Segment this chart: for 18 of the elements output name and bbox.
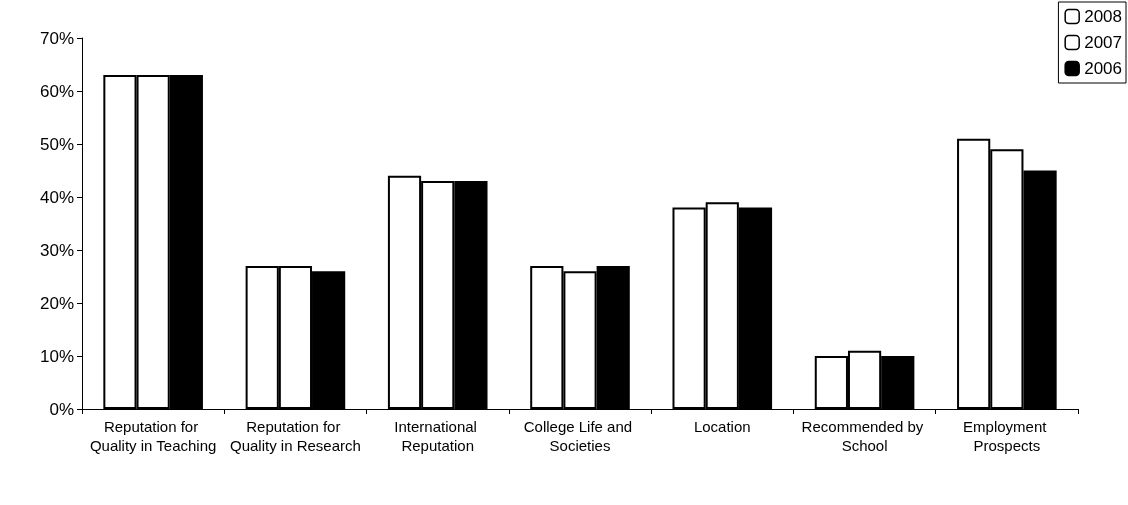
x-tick-label: International Reputation [394,418,482,454]
x-tick-label: College Life and Societies [523,418,637,454]
y-tick-label: 0% [49,399,74,419]
y-tick-label: 20% [39,293,74,313]
legend-label: 2006 [1084,59,1123,78]
y-tick-label: 60% [39,81,74,101]
y-tick-label: 70% [39,28,74,48]
x-tick-label: Reputation for Quality in Research [229,418,361,454]
legend-label: 2008 [1084,7,1123,26]
x-tick-label: Location [693,418,751,435]
legend-label: 2007 [1084,33,1123,52]
x-tick-label: Reputation for Quality in Teaching [89,418,217,454]
y-tick-label: 40% [39,187,74,207]
x-tick-label: Recommended by School [801,418,928,454]
x-tick-label: Employment Prospects [963,418,1051,454]
y-tick-label: 30% [39,240,74,260]
y-tick-label: 50% [39,134,74,154]
y-tick-label: 10% [39,346,74,366]
